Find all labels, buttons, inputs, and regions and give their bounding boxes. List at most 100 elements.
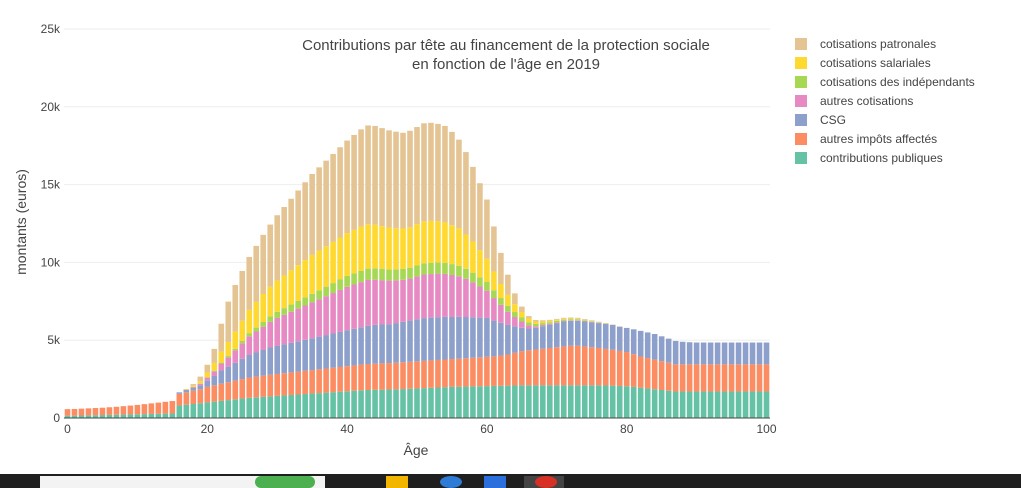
bar-segment[interactable] — [533, 349, 539, 386]
chrome-icon[interactable] — [535, 476, 557, 488]
bar-segment[interactable] — [505, 311, 511, 325]
bar-segment[interactable] — [344, 275, 350, 287]
bar-segment[interactable] — [456, 358, 462, 387]
bar-segment[interactable] — [414, 388, 420, 418]
bar-segment[interactable] — [428, 317, 434, 361]
bar-segment[interactable] — [99, 415, 106, 418]
bar-segment[interactable] — [316, 250, 322, 291]
bar-segment[interactable] — [246, 336, 253, 355]
bar-segment[interactable] — [519, 385, 525, 418]
legend-item-label[interactable]: cotisations des indépendants — [820, 75, 975, 89]
bar-segment[interactable] — [260, 234, 267, 294]
bar-segment[interactable] — [442, 359, 448, 388]
bar-segment[interactable] — [309, 338, 315, 371]
bar-segment[interactable] — [302, 305, 308, 340]
bar-segment[interactable] — [246, 377, 253, 398]
bar-segment[interactable] — [512, 293, 518, 305]
bar-segment[interactable] — [763, 364, 770, 392]
bar-segment[interactable] — [288, 270, 294, 305]
bar-segment[interactable] — [225, 400, 232, 418]
bar-segment[interactable] — [260, 375, 267, 397]
bar-segment[interactable] — [623, 352, 630, 387]
bar-segment[interactable] — [540, 320, 546, 322]
bar-segment[interactable] — [609, 324, 616, 350]
legend-swatch[interactable] — [795, 133, 807, 145]
bar-segment[interactable] — [323, 368, 329, 393]
bar-segment[interactable] — [232, 399, 239, 418]
bar-segment[interactable] — [323, 286, 329, 297]
legend-item-label[interactable]: autres cotisations — [820, 94, 913, 108]
bar-segment[interactable] — [651, 389, 658, 418]
bar-segment[interactable] — [512, 385, 518, 418]
bar-segment[interactable] — [267, 316, 274, 322]
bar-segment[interactable] — [379, 363, 385, 390]
bar-segment[interactable] — [218, 370, 225, 384]
bar-segment[interactable] — [197, 376, 204, 382]
bar-segment[interactable] — [512, 312, 518, 318]
bar-segment[interactable] — [372, 224, 378, 269]
bar-segment[interactable] — [288, 394, 294, 418]
bar-segment[interactable] — [567, 318, 574, 320]
bar-segment[interactable] — [693, 364, 700, 392]
bar-segment[interactable] — [428, 262, 434, 275]
bar-segment[interactable] — [588, 347, 595, 386]
bar-segment[interactable] — [267, 286, 274, 317]
bar-segment[interactable] — [225, 382, 232, 401]
bar-segment[interactable] — [358, 282, 364, 328]
bar-segment[interactable] — [365, 325, 371, 365]
bar-segment[interactable] — [442, 125, 448, 223]
bar-segment[interactable] — [728, 342, 735, 365]
bar-segment[interactable] — [365, 268, 371, 280]
bar-segment[interactable] — [470, 317, 476, 358]
bar-segment[interactable] — [721, 391, 728, 418]
bar-segment[interactable] — [288, 311, 294, 343]
bar-segment[interactable] — [693, 391, 700, 418]
bar-segment[interactable] — [127, 414, 134, 418]
bar-segment[interactable] — [246, 309, 253, 334]
legend-item-label[interactable]: CSG — [820, 113, 846, 127]
bar-segment[interactable] — [435, 387, 441, 418]
bar-segment[interactable] — [707, 342, 714, 365]
bar-segment[interactable] — [211, 362, 218, 371]
bar-segment[interactable] — [435, 273, 441, 318]
bar-segment[interactable] — [547, 322, 553, 324]
bar-segment[interactable] — [456, 139, 462, 229]
bar-segment[interactable] — [295, 265, 301, 301]
bar-segment[interactable] — [463, 278, 469, 318]
bar-segment[interactable] — [393, 323, 399, 363]
bar-segment[interactable] — [379, 324, 385, 364]
bar-segment[interactable] — [595, 385, 602, 418]
bar-segment[interactable] — [407, 388, 413, 418]
bar-segment[interactable] — [588, 321, 595, 322]
bar-segment[interactable] — [498, 322, 504, 356]
bar-segment[interactable] — [463, 234, 469, 269]
bar-segment[interactable] — [505, 385, 511, 418]
bar-segment[interactable] — [337, 391, 343, 418]
bar-segment[interactable] — [239, 398, 246, 418]
bar-segment[interactable] — [134, 414, 141, 418]
bar-segment[interactable] — [630, 329, 637, 355]
bar-segment[interactable] — [260, 293, 267, 322]
bar-segment[interactable] — [225, 342, 232, 357]
bar-segment[interactable] — [491, 271, 497, 291]
bar-segment[interactable] — [106, 407, 113, 415]
bar-segment[interactable] — [358, 226, 364, 271]
bar-segment[interactable] — [491, 298, 497, 321]
bar-segment[interactable] — [169, 413, 176, 418]
bar-segment[interactable] — [672, 340, 679, 365]
bar-segment[interactable] — [581, 320, 588, 322]
bar-segment[interactable] — [519, 321, 525, 328]
bar-segment[interactable] — [120, 406, 127, 415]
bar-segment[interactable] — [602, 385, 609, 418]
bar-segment[interactable] — [421, 318, 427, 361]
bar-segment[interactable] — [435, 262, 441, 274]
bar-segment[interactable] — [742, 364, 749, 392]
legend-item-label[interactable]: cotisations patronales — [820, 37, 936, 51]
bar-segment[interactable] — [309, 293, 315, 303]
bar-segment[interactable] — [204, 377, 211, 381]
legend-item-label[interactable]: contributions publiques — [820, 151, 943, 165]
bar-segment[interactable] — [246, 256, 253, 310]
bar-segment[interactable] — [630, 386, 637, 418]
bar-segment[interactable] — [281, 395, 287, 418]
bar-segment[interactable] — [414, 127, 420, 225]
